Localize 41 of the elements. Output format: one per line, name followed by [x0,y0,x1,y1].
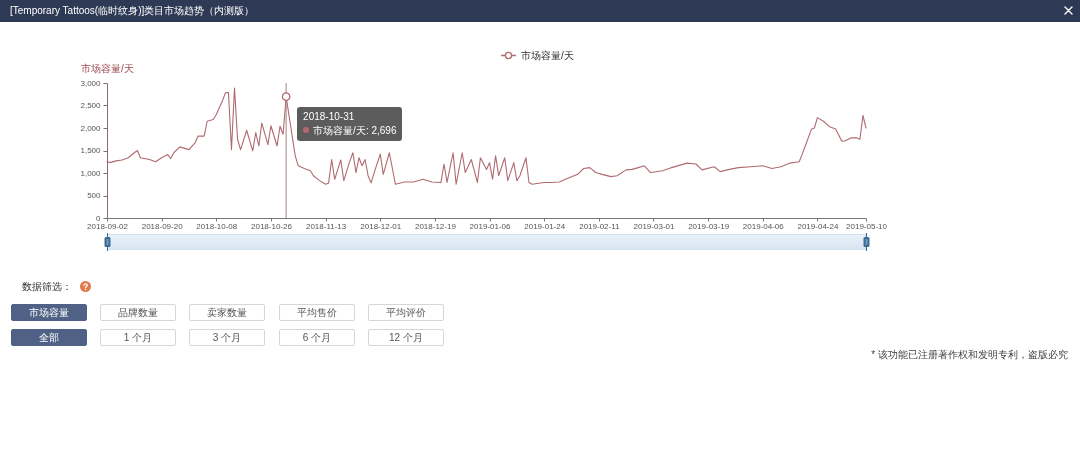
line-series [106,87,867,185]
x-tick-label: 2019-04-24 [797,221,839,231]
x-tick-label: 2018-10-08 [196,221,238,231]
y-tick-label: 0 [96,213,102,223]
chart-title: [Temporary Tattoos(临时纹身)]类目市场趋势（内测版） [10,5,255,17]
y-tick-label: 500 [87,191,102,200]
y-tick-label: 3,000 [80,78,102,88]
filter-button: 1 个月 [100,329,176,346]
y-tick-label: 1,500 [80,146,102,155]
filter-button: 平均售价 [279,304,355,321]
x-tick-label: 2018-12-01 [360,221,402,231]
filter-button: 平均评价 [368,304,444,321]
filter-button: 3 个月 [189,329,265,346]
x-tick-label: 2018-09-20 [141,221,184,231]
x-tick-label: 2019-02-11 [579,221,621,231]
x-tick-label: 2019-01-06 [469,221,512,231]
x-tick-label: 2019-05-10 [846,221,888,231]
text: * 该功能已注册著作权和发明专利，盗版必究 [871,349,1068,361]
x-tick-label: 2019-03-01 [633,221,675,231]
legend-label: 市场容量/天 [521,49,574,61]
filter-button: 品牌数量 [100,304,176,321]
x-tick-label: 2019-01-24 [524,221,566,231]
x-tick-label: 2019-03-19 [688,221,730,231]
filter-button: 市场容量 [11,304,87,321]
text: 数据筛选： [22,281,72,293]
tooltip: 2018-10-31 市场容量/天: 2,696 [297,106,403,141]
y-tick-label: 2,500 [80,101,102,110]
x-tick-label: 2018-10-26 [250,221,293,231]
y-axis-title: 市场容量/天 [81,62,134,74]
filter-button: 6 个月 [279,329,355,346]
x-tick-label: 2019-04-06 [742,221,785,231]
filter-button: 全部 [11,329,87,346]
y-tick-label: 1,000 [80,168,102,178]
annotation: 市场容量/天: 2,696 [313,124,397,136]
y-tick-label: 2,000 [80,123,102,133]
filter-button: 卖家数量 [189,304,265,321]
x-tick-label: 2018-09-02 [87,221,129,231]
x-tick-label: 2018-12-19 [414,221,457,231]
x-tick-label: 2018-11-13 [305,221,347,231]
filter-button: 12 个月 [368,329,444,346]
annotation: 2018-10-31 [303,109,356,124]
